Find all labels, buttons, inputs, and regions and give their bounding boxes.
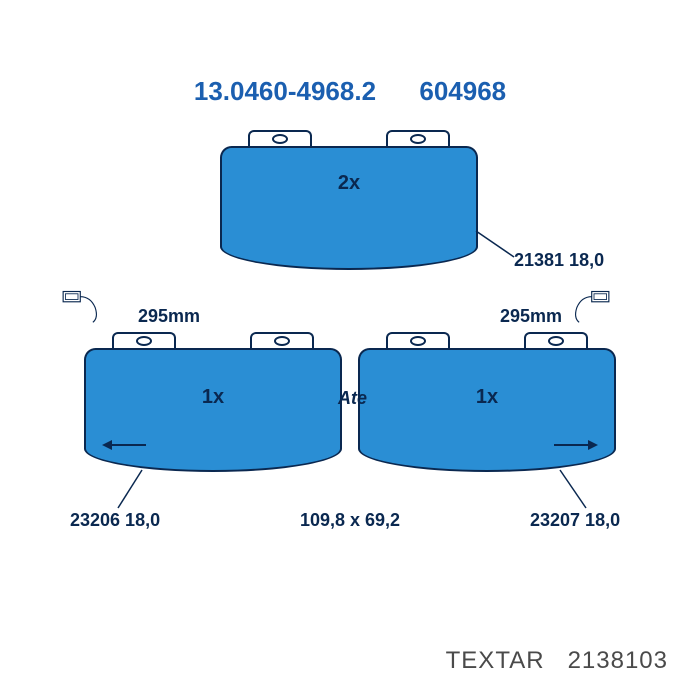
pad-top-qty: 2x (338, 172, 360, 195)
pad-hole (136, 336, 152, 346)
part-number-b: 604968 (419, 76, 506, 106)
ate-logo: Ate (338, 388, 367, 409)
pad-bl-qty: 1x (202, 386, 224, 409)
callout-bottom-left: 23206 18,0 (70, 510, 160, 531)
connector-left-icon (62, 290, 102, 325)
pad-br-body: 1x (358, 348, 616, 472)
wire-length-left: 295mm (138, 306, 200, 327)
pad-hole (272, 134, 288, 144)
brake-pad-bottom-right: 1x (358, 332, 616, 472)
brake-pad-bottom-left: 1x (84, 332, 342, 472)
connector-right-icon (570, 290, 610, 325)
callout-bottom-right: 23207 18,0 (530, 510, 620, 531)
pad-br-qty: 1x (476, 386, 498, 409)
header-part-numbers: 13.0460-4968.2 604968 (100, 76, 600, 107)
footer-brand: TEXTAR (446, 647, 545, 674)
pad-br-arrow-icon (554, 444, 590, 446)
wire-length-right: 295mm (500, 306, 562, 327)
pad-top-body: 2x (220, 146, 478, 270)
footer-part: 2138103 (568, 647, 668, 674)
leader-line-bl (112, 466, 152, 512)
pad-hole (274, 336, 290, 346)
callout-top-right: 21381 18,0 (514, 250, 604, 271)
pad-bl-arrow-icon (110, 444, 146, 446)
brake-pad-top: 2x (220, 130, 478, 270)
pad-hole (548, 336, 564, 346)
pad-bl-body: 1x (84, 348, 342, 472)
leader-line-top (470, 225, 520, 265)
footer: TEXTAR 2138103 (0, 647, 668, 675)
part-number-a: 13.0460-4968.2 (194, 76, 376, 106)
pad-hole (410, 336, 426, 346)
pad-hole (410, 134, 426, 144)
pad-dimensions: 109,8 x 69,2 (300, 510, 400, 531)
leader-line-br (552, 466, 592, 512)
